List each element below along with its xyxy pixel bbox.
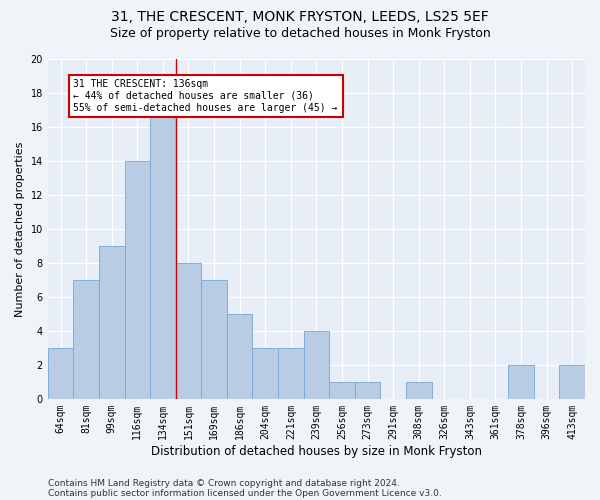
Bar (227, 314, 253, 399)
Bar (508, 365, 534, 399)
Text: Size of property relative to detached houses in Monk Fryston: Size of property relative to detached ho… (110, 28, 490, 40)
Bar (176, 263, 201, 399)
Bar (253, 348, 278, 399)
Text: 31 THE CRESCENT: 136sqm
← 44% of detached houses are smaller (36)
55% of semi-de: 31 THE CRESCENT: 136sqm ← 44% of detache… (73, 80, 338, 112)
Text: Contains HM Land Registry data © Crown copyright and database right 2024.: Contains HM Land Registry data © Crown c… (48, 478, 400, 488)
Bar (304, 331, 329, 399)
Bar (201, 280, 227, 399)
Bar (329, 382, 355, 399)
Bar (150, 110, 176, 399)
Bar (125, 161, 150, 399)
Text: Contains public sector information licensed under the Open Government Licence v3: Contains public sector information licen… (48, 488, 442, 498)
X-axis label: Distribution of detached houses by size in Monk Fryston: Distribution of detached houses by size … (151, 444, 482, 458)
Text: 31, THE CRESCENT, MONK FRYSTON, LEEDS, LS25 5EF: 31, THE CRESCENT, MONK FRYSTON, LEEDS, L… (111, 10, 489, 24)
Y-axis label: Number of detached properties: Number of detached properties (15, 141, 25, 316)
Bar (73, 280, 99, 399)
Bar (48, 348, 73, 399)
Bar (406, 382, 431, 399)
Bar (559, 365, 585, 399)
Bar (99, 246, 125, 399)
Bar (278, 348, 304, 399)
Bar (355, 382, 380, 399)
